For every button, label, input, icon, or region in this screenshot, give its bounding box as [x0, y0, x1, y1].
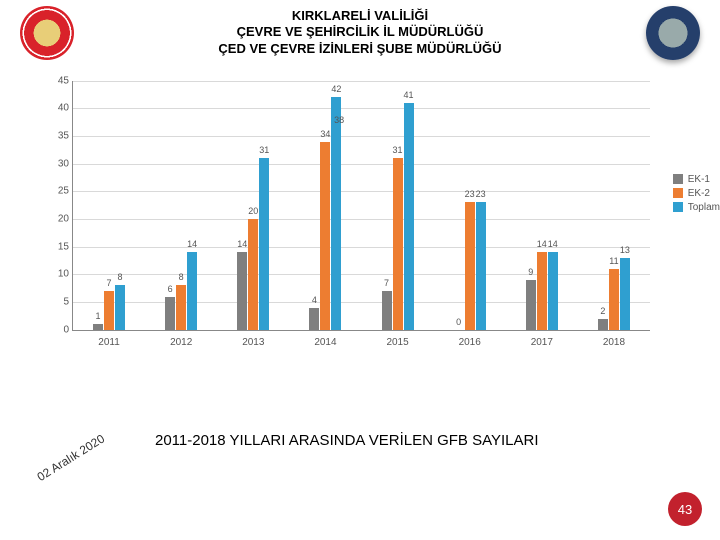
bar: 14: [237, 252, 247, 329]
legend-label: Toplam: [688, 202, 720, 213]
bar-value-label: 41: [404, 90, 414, 100]
bar-group: 211132018: [578, 81, 650, 330]
bar: 1: [93, 324, 103, 330]
bar: 20: [248, 219, 258, 330]
legend-swatch: [673, 174, 683, 184]
bar-value-label: 20: [248, 206, 258, 216]
chart-legend: EK-1 EK-2 Toplam: [673, 171, 720, 216]
legend-item: EK-2: [673, 188, 720, 199]
y-tick: 15: [45, 241, 69, 252]
bar: 2: [598, 319, 608, 330]
x-tick: 2011: [73, 337, 145, 348]
x-tick: 2017: [506, 337, 578, 348]
bar-value-label: 9: [528, 267, 533, 277]
y-tick: 40: [45, 103, 69, 114]
bar: 41: [404, 103, 414, 330]
bar-value-label: 31: [259, 145, 269, 155]
bar-value-label: 1: [96, 311, 101, 321]
page-number-badge: 43: [668, 492, 702, 526]
bar-value-label: 4: [312, 295, 317, 305]
y-tick: 45: [45, 75, 69, 86]
bar-group: 1782011: [73, 81, 145, 330]
bar-value-label: 38: [334, 115, 344, 125]
bar: 8: [176, 285, 186, 329]
bar: 23: [465, 202, 475, 329]
x-tick: 2013: [217, 337, 289, 348]
legend-item: Toplam: [673, 202, 720, 213]
bar-value-label: 7: [384, 278, 389, 288]
x-tick: 2014: [289, 337, 361, 348]
legend-label: EK-2: [688, 188, 710, 199]
bar: 11: [609, 269, 619, 330]
page-number: 43: [678, 502, 692, 517]
bar: 6: [165, 297, 175, 330]
bar-value-label: 31: [393, 145, 403, 155]
x-tick: 2012: [145, 337, 217, 348]
gfb-bar-chart: 0510152025303540451782011681420121420312…: [40, 81, 650, 351]
bar: 14: [548, 252, 558, 329]
legend-swatch: [673, 188, 683, 198]
bar-value-label: 7: [107, 278, 112, 288]
header-line-2: ÇEVRE VE ŞEHİRCİLİK İL MÜDÜRLÜĞÜ: [218, 24, 501, 40]
bar-group: 731412015: [362, 81, 434, 330]
y-tick: 20: [45, 214, 69, 225]
bar: 13: [620, 258, 630, 330]
footer-date: 02 Aralık 2020: [35, 431, 107, 484]
y-tick: 30: [45, 158, 69, 169]
bar: 42: [331, 97, 341, 329]
bar-group: 023232016: [434, 81, 506, 330]
bar: 14: [537, 252, 547, 329]
bar-value-label: 8: [179, 272, 184, 282]
y-tick: 10: [45, 269, 69, 280]
bar-value-label: 8: [118, 272, 123, 282]
legend-item: EK-1: [673, 174, 720, 185]
header-titles: KIRKLARELİ VALİLİĞİ ÇEVRE VE ŞEHİRCİLİK …: [218, 8, 501, 57]
bar-value-label: 14: [187, 239, 197, 249]
bar: 7: [104, 291, 114, 330]
bar-value-label: 14: [548, 239, 558, 249]
bar: 4: [309, 308, 319, 330]
bar-value-label: 0: [456, 317, 461, 327]
bar-group: 43442382014: [289, 81, 361, 330]
bar: 34: [320, 142, 330, 330]
bar-value-label: 11: [609, 256, 618, 266]
bar: 31: [259, 158, 269, 330]
bar-group: 914142017: [506, 81, 578, 330]
y-tick: 0: [45, 324, 69, 335]
legend-swatch: [673, 202, 683, 212]
bar-group: 68142012: [145, 81, 217, 330]
x-tick: 2015: [362, 337, 434, 348]
bar-value-label: 2: [600, 306, 605, 316]
y-tick: 5: [45, 297, 69, 308]
bar: 23: [476, 202, 486, 329]
bar-value-label: 14: [237, 239, 247, 249]
bar-value-label: 23: [476, 189, 486, 199]
x-tick: 2016: [434, 337, 506, 348]
bar: 8: [115, 285, 125, 329]
legend-label: EK-1: [688, 174, 710, 185]
chart-caption: 2011-2018 YILLARI ARASINDA VERİLEN GFB S…: [155, 432, 539, 449]
ministry-logo: [646, 6, 700, 60]
bar: 14: [187, 252, 197, 329]
bar-value-label: 13: [620, 245, 630, 255]
y-tick: 35: [45, 131, 69, 142]
bar-value-label: 14: [537, 239, 547, 249]
header-line-1: KIRKLARELİ VALİLİĞİ: [218, 8, 501, 24]
y-tick: 25: [45, 186, 69, 197]
bar-group: 1420312013: [217, 81, 289, 330]
x-tick: 2018: [578, 337, 650, 348]
bar-value-label: 34: [320, 129, 330, 139]
bar-value-label: 6: [168, 284, 173, 294]
bar: 31: [393, 158, 403, 330]
governorship-logo: [20, 6, 74, 60]
header-line-3: ÇED VE ÇEVRE İZİNLERİ ŞUBE MÜDÜRLÜĞÜ: [218, 41, 501, 57]
bar-value-label: 42: [331, 84, 341, 94]
bar-value-label: 23: [465, 189, 475, 199]
bar: 9: [526, 280, 536, 330]
bar: 7: [382, 291, 392, 330]
